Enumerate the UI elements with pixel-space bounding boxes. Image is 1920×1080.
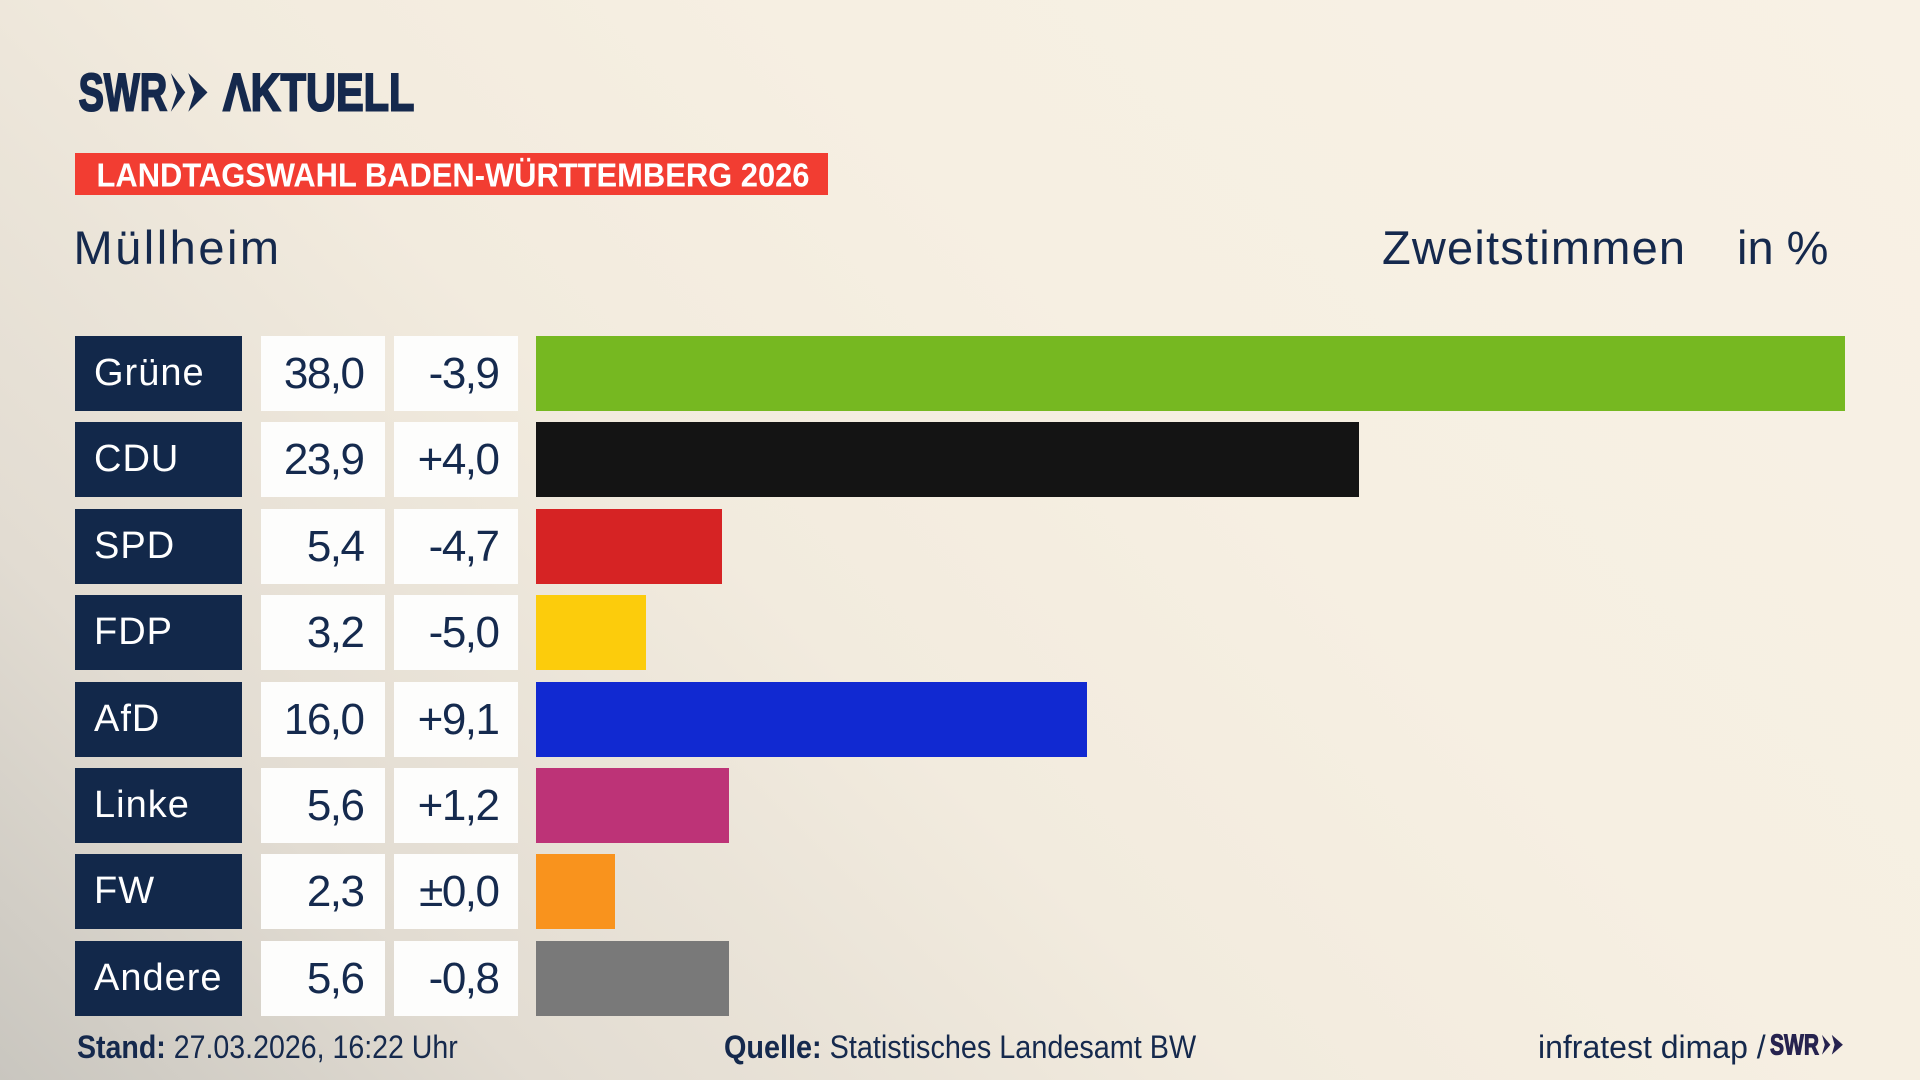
svg-text:LANDTAGSWAHL BADEN-WÜRTTEMBERG: LANDTAGSWAHL BADEN-WÜRTTEMBERG 2026 [97,156,810,193]
svg-text:SWR: SWR [1770,1030,1819,1060]
svg-text:SWR: SWR [79,64,168,120]
svg-text:ΛKTUELL: ΛKTUELL [223,64,414,120]
